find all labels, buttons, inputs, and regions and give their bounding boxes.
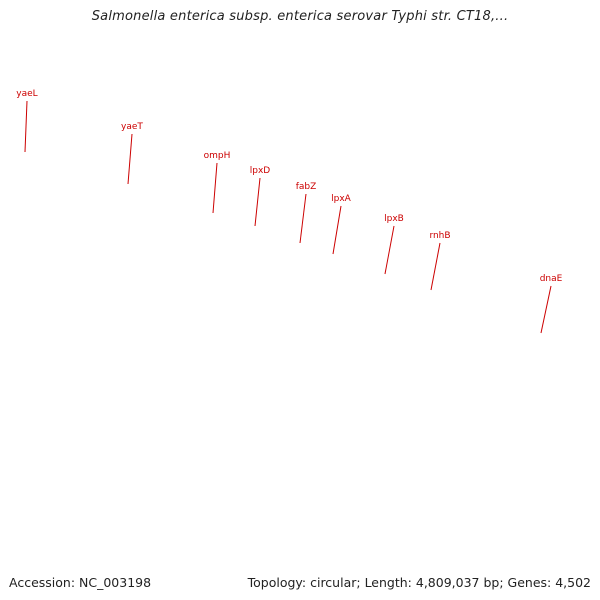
gene-label-yaeL[interactable]: yaeL — [16, 89, 37, 99]
genes-count-label: Genes: 4,502 — [507, 575, 591, 590]
gene-label-dnaE[interactable]: dnaE — [540, 274, 563, 284]
leader-line — [24, 100, 28, 153]
leader-line — [299, 193, 307, 244]
gene-label-yaeT[interactable]: yaeT — [121, 122, 143, 132]
stats-separator: ; — [356, 575, 365, 590]
gene-label-ompH[interactable]: ompH — [204, 151, 231, 161]
map-title: Salmonella enterica subsp. enterica sero… — [91, 9, 509, 24]
accession-label: Accession: NC_003198 — [9, 575, 152, 590]
leader-line — [430, 242, 441, 291]
length-label: Length: 4,809,037 bp — [364, 575, 500, 590]
leader-line — [332, 205, 342, 255]
genome-stats: Topology: circular; Length: 4,809,037 bp… — [248, 575, 591, 590]
leader-line — [127, 133, 133, 185]
gene-label-lpxA[interactable]: lpxA — [331, 194, 352, 204]
gene-label-leaders — [24, 100, 552, 334]
leader-line — [384, 225, 395, 275]
leader-line — [212, 162, 218, 214]
gene-label-fabZ[interactable]: fabZ — [296, 182, 317, 192]
leader-line — [254, 177, 261, 227]
gene-label-lpxB[interactable]: lpxB — [384, 214, 404, 224]
gene-label-rnhB[interactable]: rnhB — [429, 231, 450, 241]
stats-separator: ; — [499, 575, 508, 590]
gene-label-lpxD[interactable]: lpxD — [250, 166, 271, 176]
topology-label: Topology: circular — [247, 575, 357, 590]
leader-line — [540, 285, 552, 334]
gene-labels: yaeL yaeT ompH lpxD fabZ lpxA lpxB rnhB dnaE — [16, 89, 562, 284]
